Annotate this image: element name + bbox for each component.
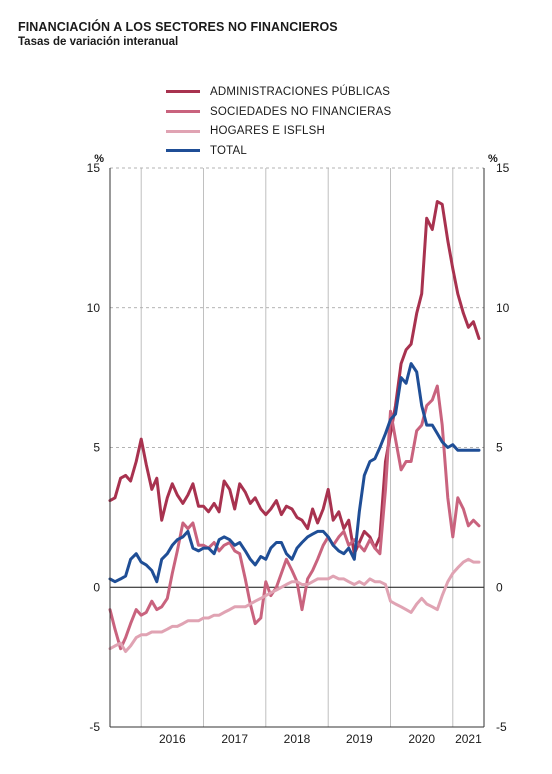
legend-label: HOGARES E ISFLSH [210, 125, 326, 138]
legend: ADMINISTRACIONES PÚBLICAS SOCIEDADES NO … [166, 82, 391, 161]
y-tick-label-right: 10 [496, 301, 510, 315]
legend-swatch [166, 129, 200, 133]
legend-item-sociedades: SOCIEDADES NO FINANCIERAS [166, 102, 391, 122]
axes: -5 -5 0 0 5 5 10 10 15 15% % 2016 2017 2018 2019 2020 20… [87, 153, 510, 746]
legend-swatch [166, 149, 200, 153]
x-tick-label: 2016 [159, 732, 186, 746]
y-tick-label-left: 0 [93, 580, 100, 594]
legend-item-total: TOTAL [166, 141, 391, 161]
x-tick-label: 2020 [408, 732, 435, 746]
chart-title: FINANCIACIÓN A LOS SECTORES NO FINANCIER… [18, 20, 338, 34]
legend-label: ADMINISTRACIONES PÚBLICAS [210, 85, 391, 98]
legend-swatch [166, 110, 200, 114]
y-tick-label-right: -5 [496, 720, 507, 734]
y-tick-label-left: 5 [93, 441, 100, 455]
series-line-0 [108, 200, 481, 556]
legend-label: SOCIEDADES NO FINANCIERAS [210, 105, 392, 118]
legend-item-hogares: HOGARES E ISFLSH [166, 121, 391, 141]
legend-item-administraciones: ADMINISTRACIONES PÚBLICAS [166, 82, 391, 102]
x-tick-label: 2019 [346, 732, 373, 746]
y-tick-label-left: -5 [89, 720, 100, 734]
y-unit-right: % [488, 153, 498, 165]
y-tick-label-left: 10 [87, 301, 101, 315]
y-tick-label-right: 5 [496, 441, 503, 455]
series-line-2 [108, 557, 481, 653]
legend-swatch [166, 90, 200, 94]
x-tick-label: 2017 [221, 732, 248, 746]
series-line-3 [108, 362, 481, 584]
legend-label: TOTAL [210, 144, 247, 157]
y-tick-label-left: 15 [87, 161, 101, 175]
x-tick-label: 2021 [455, 732, 482, 746]
y-unit-left: % [94, 153, 104, 165]
x-tick-label: 2018 [284, 732, 311, 746]
y-tick-label-right: 0 [496, 580, 503, 594]
series-line-1 [108, 384, 481, 651]
series-lines [108, 200, 481, 653]
grid [110, 167, 484, 727]
chart-subtitle: Tasas de variación interanual [18, 36, 179, 48]
y-tick-label-right: 15 [496, 161, 510, 175]
